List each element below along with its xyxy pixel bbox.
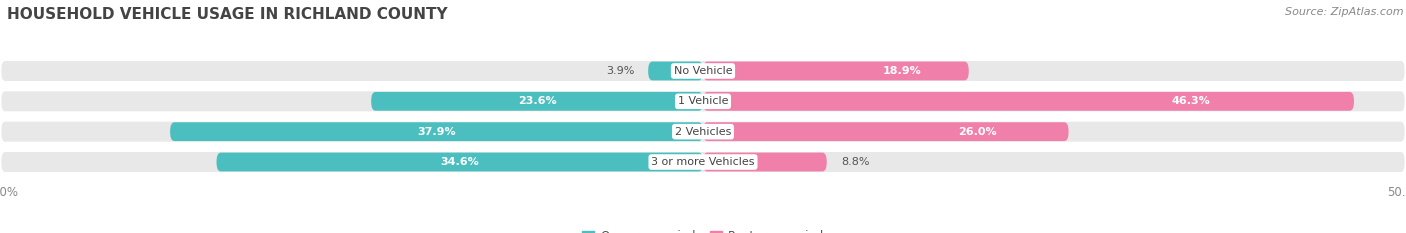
Text: 3.9%: 3.9% (606, 66, 634, 76)
FancyBboxPatch shape (703, 60, 1406, 82)
FancyBboxPatch shape (0, 90, 1406, 113)
Text: 18.9%: 18.9% (883, 66, 922, 76)
FancyBboxPatch shape (648, 62, 703, 80)
FancyBboxPatch shape (703, 122, 1069, 141)
FancyBboxPatch shape (0, 151, 703, 173)
Legend: Owner-occupied, Renter-occupied: Owner-occupied, Renter-occupied (578, 225, 828, 233)
Text: 23.6%: 23.6% (517, 96, 557, 106)
Text: 34.6%: 34.6% (440, 157, 479, 167)
FancyBboxPatch shape (0, 120, 1406, 143)
Text: 2 Vehicles: 2 Vehicles (675, 127, 731, 137)
FancyBboxPatch shape (703, 92, 1354, 111)
FancyBboxPatch shape (703, 120, 1406, 143)
Text: 1 Vehicle: 1 Vehicle (678, 96, 728, 106)
Text: 26.0%: 26.0% (957, 127, 997, 137)
Text: Source: ZipAtlas.com: Source: ZipAtlas.com (1285, 7, 1403, 17)
FancyBboxPatch shape (0, 151, 1406, 173)
Text: 8.8%: 8.8% (841, 157, 869, 167)
Text: 46.3%: 46.3% (1171, 96, 1211, 106)
FancyBboxPatch shape (703, 153, 827, 171)
Text: No Vehicle: No Vehicle (673, 66, 733, 76)
FancyBboxPatch shape (703, 90, 1406, 113)
FancyBboxPatch shape (217, 153, 703, 171)
FancyBboxPatch shape (371, 92, 703, 111)
Text: HOUSEHOLD VEHICLE USAGE IN RICHLAND COUNTY: HOUSEHOLD VEHICLE USAGE IN RICHLAND COUN… (7, 7, 447, 22)
FancyBboxPatch shape (0, 120, 703, 143)
FancyBboxPatch shape (703, 151, 1406, 173)
FancyBboxPatch shape (0, 60, 1406, 82)
Text: 37.9%: 37.9% (418, 127, 456, 137)
Text: 3 or more Vehicles: 3 or more Vehicles (651, 157, 755, 167)
FancyBboxPatch shape (170, 122, 703, 141)
FancyBboxPatch shape (703, 62, 969, 80)
FancyBboxPatch shape (0, 60, 703, 82)
FancyBboxPatch shape (0, 90, 703, 113)
